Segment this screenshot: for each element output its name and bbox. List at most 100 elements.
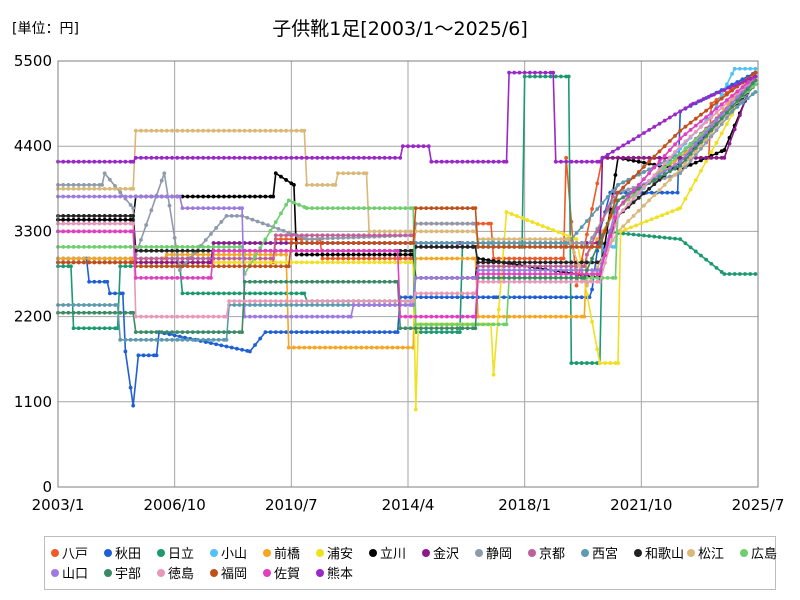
- data-point: [512, 295, 517, 300]
- data-point: [486, 314, 491, 319]
- data-point: [429, 314, 434, 319]
- series-line-15: [58, 79, 757, 333]
- data-point: [71, 194, 76, 199]
- data-point: [325, 241, 330, 245]
- data-point: [374, 345, 379, 350]
- legend-item: 熊本: [316, 563, 353, 582]
- data-point: [336, 233, 340, 238]
- data-point: [320, 256, 325, 261]
- data-point: [743, 272, 747, 276]
- data-point: [709, 128, 714, 133]
- data-point: [139, 248, 143, 253]
- data-point: [325, 330, 330, 334]
- data-point: [444, 244, 449, 249]
- data-point: [325, 260, 330, 265]
- legend-item: 宇部: [104, 563, 141, 582]
- data-point: [356, 241, 361, 245]
- data-point: [211, 330, 216, 334]
- data-point: [273, 279, 278, 284]
- data-point: [411, 144, 416, 149]
- data-point: [727, 272, 732, 276]
- legend-label: 小山: [221, 547, 248, 562]
- data-point: [657, 175, 662, 180]
- data-point: [724, 82, 729, 87]
- data-point: [325, 236, 330, 241]
- data-point: [113, 194, 117, 199]
- legend-item: 徳島: [157, 563, 194, 582]
- data-point: [102, 310, 107, 315]
- data-point: [569, 361, 574, 365]
- data-point: [569, 244, 574, 249]
- data-point: [395, 330, 400, 334]
- data-point: [621, 195, 626, 200]
- data-point: [128, 337, 133, 342]
- data-point: [279, 248, 283, 253]
- data-point: [382, 241, 387, 245]
- data-point: [403, 326, 408, 331]
- data-point: [660, 190, 664, 195]
- data-point: [190, 194, 195, 199]
- data-point: [522, 260, 527, 265]
- data-point: [76, 229, 81, 234]
- data-point: [450, 322, 454, 327]
- data-point: [97, 326, 102, 331]
- legend-label: 前橋: [274, 547, 301, 562]
- data-point: [131, 229, 136, 234]
- data-point: [737, 66, 742, 71]
- data-point: [341, 241, 346, 245]
- data-point: [610, 189, 615, 193]
- data-point: [87, 303, 92, 307]
- data-point: [325, 303, 330, 307]
- data-point: [170, 314, 174, 319]
- data-point: [279, 330, 283, 334]
- data-point: [473, 314, 478, 319]
- data-point: [473, 326, 478, 331]
- data-point: [211, 206, 216, 211]
- data-point: [553, 244, 558, 249]
- data-point: [113, 217, 117, 222]
- data-point: [325, 248, 330, 253]
- data-point: [546, 226, 550, 231]
- data-point: [719, 112, 724, 117]
- data-point: [273, 220, 278, 224]
- data-point: [491, 314, 496, 319]
- data-point: [377, 252, 382, 257]
- data-point: [753, 66, 758, 71]
- data-point: [154, 244, 159, 249]
- data-point: [527, 314, 532, 319]
- data-point: [709, 115, 714, 120]
- data-point: [284, 178, 289, 182]
- data-point: [590, 319, 594, 324]
- data-point: [336, 299, 340, 304]
- data-point: [372, 330, 377, 334]
- data-point: [626, 140, 631, 145]
- data-point: [185, 248, 190, 253]
- data-point: [247, 299, 252, 304]
- data-point: [406, 345, 410, 350]
- series-line-5: [58, 72, 757, 411]
- data-point: [304, 248, 309, 253]
- data-point: [284, 330, 289, 334]
- data-point: [356, 303, 361, 307]
- legend-label: 静岡: [486, 547, 513, 562]
- data-point: [502, 275, 506, 280]
- data-point: [292, 200, 296, 205]
- data-point: [206, 206, 211, 211]
- data-point: [284, 299, 289, 304]
- data-point: [190, 155, 195, 160]
- data-point: [250, 217, 255, 222]
- data-point: [258, 155, 263, 160]
- data-point: [185, 256, 190, 261]
- data-point: [444, 256, 449, 261]
- data-point: [263, 237, 268, 242]
- data-point: [657, 235, 662, 239]
- data-point: [382, 303, 387, 307]
- data-point: [299, 279, 304, 284]
- data-point: [496, 279, 501, 284]
- data-point: [273, 252, 278, 257]
- data-point: [185, 128, 190, 133]
- data-point: [486, 272, 491, 276]
- data-point: [227, 291, 232, 296]
- data-point: [232, 260, 237, 265]
- data-point: [133, 330, 138, 334]
